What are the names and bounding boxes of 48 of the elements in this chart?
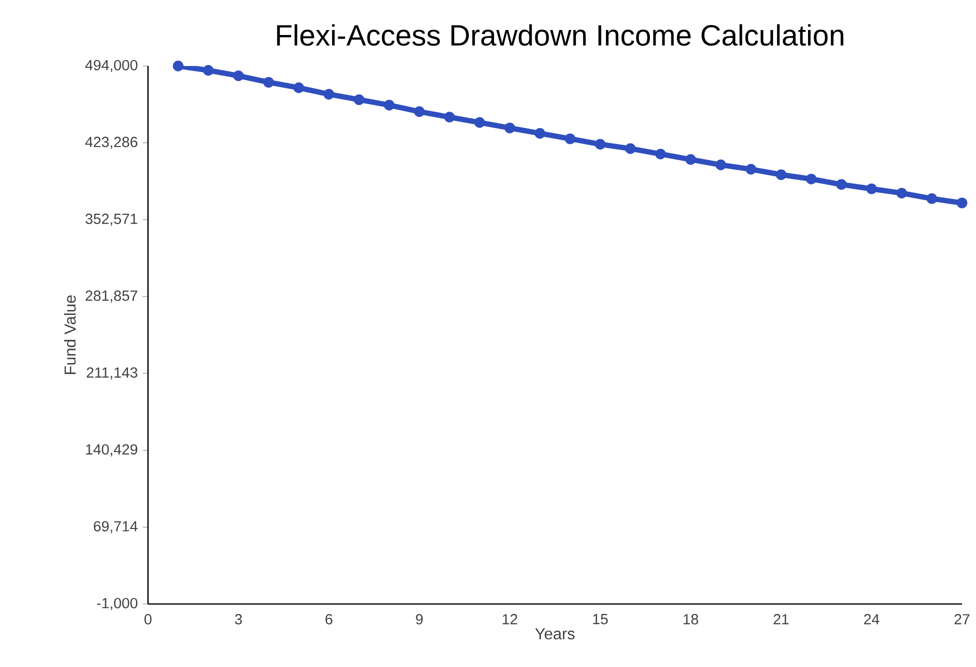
point [594,138,606,150]
x-tick-label: 0 [144,614,152,624]
y-axis-title: Fund Value [64,295,76,374]
point [233,70,244,82]
y-tick-label: 211,143 [86,367,138,380]
x-axis-title: Years [535,628,575,640]
point [293,82,304,94]
point [806,174,817,184]
x-tick-label: 27 [954,614,970,624]
point [655,148,666,160]
y-tick-label: 281,857 [86,290,138,303]
point [172,60,184,72]
point [715,160,726,170]
point [836,179,847,190]
point [926,193,938,204]
x-tick-label: 9 [416,614,423,624]
y-tick-label: 352,571 [86,214,138,226]
point [746,164,756,175]
point [474,117,485,128]
x-tick-label: 12 [502,614,518,624]
point [504,122,516,134]
y-tick-label: 494,000 [85,60,138,72]
point [896,188,908,198]
chart-title: Flexi-Access Drawdown Income Calculation [277,24,844,46]
point [685,154,696,165]
point [324,88,334,100]
point [776,169,786,180]
point [564,133,576,144]
point [444,112,455,122]
x-tick-label: 18 [684,614,698,624]
point [534,128,546,139]
x-tick-label: 6 [326,614,332,624]
x-tick-label: 21 [774,614,789,624]
point [866,183,877,194]
x-tick-label: 3 [234,614,242,624]
point [263,76,274,88]
x-tick-label: 15 [593,614,608,624]
y-tick-label: 69,714 [94,521,138,534]
point [202,65,214,76]
y-tick-label: 423,286 [85,136,138,149]
point [956,198,968,208]
point [384,100,395,110]
y-tick-label: -1,000 [97,598,138,610]
x-tick-label: 24 [864,614,880,624]
point [625,143,636,154]
point [354,94,364,106]
y-tick-label: 140,429 [86,444,138,456]
point [414,106,425,117]
